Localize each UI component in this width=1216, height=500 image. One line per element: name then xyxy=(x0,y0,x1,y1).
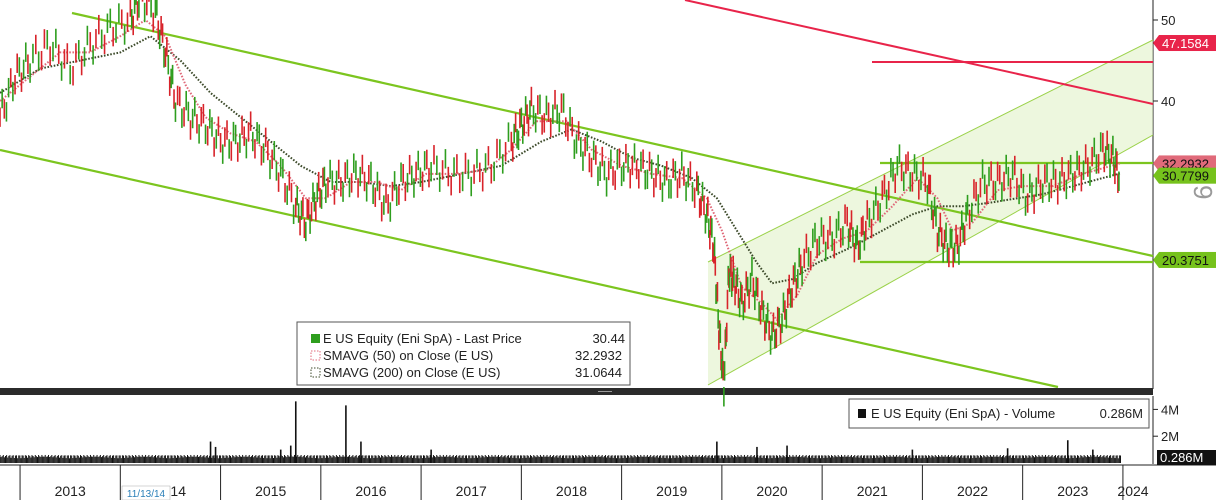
resistance-line-red xyxy=(684,0,1154,105)
value-label-text: 20.3751 xyxy=(1162,253,1209,268)
value-label-pointer xyxy=(1153,35,1159,52)
trend-channel-upper xyxy=(707,39,1154,263)
legend-sma50-name: SMAVG (50) on Close (E US) xyxy=(323,348,493,363)
volume-legend[interactable]: E US Equity (Eni SpA) - Volume 0.286M xyxy=(848,398,1150,429)
value-label-box xyxy=(1159,251,1216,268)
x-tick-label: 2024 xyxy=(1117,483,1148,499)
downtrend-lower-line xyxy=(0,148,1059,389)
value-label-pointer xyxy=(1153,167,1159,184)
value-label-box xyxy=(1159,155,1216,172)
x-tick-label: 2016 xyxy=(355,483,386,499)
price-legend-box xyxy=(296,321,631,386)
value-label-pointer xyxy=(1153,251,1159,268)
legend-price-value: 30.44 xyxy=(592,331,625,346)
legend-swatch-volume xyxy=(858,409,866,418)
price-y-tick-label: 40 xyxy=(1161,94,1175,109)
date-marker-label: 11/13/14 xyxy=(127,489,166,500)
value-label-box xyxy=(1159,35,1216,52)
price-series xyxy=(0,0,1120,407)
x-tick-label: 2013 xyxy=(55,483,86,499)
x-tick-label: 2019 xyxy=(656,483,687,499)
downtrend-upper-line xyxy=(71,11,1154,258)
legend-swatch-sma200 xyxy=(310,367,321,378)
volume-legend-box xyxy=(848,398,1150,429)
price-y-axis: 405060 xyxy=(1153,13,1175,109)
legend-price-name: E US Equity (Eni SpA) - Last Price xyxy=(323,331,522,346)
value-label-text: 47.1584 xyxy=(1162,36,1209,51)
price-y-tick-label: 50 xyxy=(1161,13,1175,28)
date-marker-box xyxy=(121,485,171,500)
volume-y-axis: 4M 2M xyxy=(1153,402,1179,444)
x-axis: 2013 2014 2015 2016 2017 2018 2019 2020 2021 2022… xyxy=(19,465,1149,500)
legend-sma200-name: SMAVG (200) on Close (E US) xyxy=(323,365,500,380)
x-tick-label: 2017 xyxy=(456,483,487,499)
x-tick-label: 2021 xyxy=(857,483,888,499)
side-label: 9 xyxy=(1188,185,1216,199)
volume-value-box xyxy=(1157,450,1216,465)
legend-volume-value: 0.286M xyxy=(1100,406,1143,421)
legend-sma50-value: 32.2932 xyxy=(575,348,622,363)
value-label-text: 30.7799 xyxy=(1162,169,1209,184)
value-label-pointer xyxy=(1153,155,1159,172)
legend-sma200-value: 31.0644 xyxy=(575,365,622,380)
value-label-text: 32.2932 xyxy=(1162,156,1209,171)
volume-y-tick-label: 4M xyxy=(1161,402,1179,417)
legend-swatch-price xyxy=(311,334,320,343)
x-tick-label: 2022 xyxy=(957,483,988,499)
trend-channel-fill xyxy=(708,40,1153,385)
x-tick-label: 2015 xyxy=(255,483,286,499)
x-tick-label: 2023 xyxy=(1057,483,1088,499)
trend-channel-lower xyxy=(707,134,1154,386)
value-label-box xyxy=(1159,167,1216,184)
x-tick-label: 2020 xyxy=(756,483,787,499)
x-tick-label: 2018 xyxy=(556,483,587,499)
volume-y-tick-label: 2M xyxy=(1161,429,1179,444)
volume-series xyxy=(0,401,1122,463)
price-legend[interactable]: E US Equity (Eni SpA) - Last Price 30.44… xyxy=(296,321,631,386)
legend-swatch-sma50 xyxy=(310,350,321,361)
panel-divider[interactable] xyxy=(0,388,1153,395)
volume-value-label: 0.286M xyxy=(1160,450,1203,465)
legend-volume-name: E US Equity (Eni SpA) - Volume xyxy=(871,406,1055,421)
